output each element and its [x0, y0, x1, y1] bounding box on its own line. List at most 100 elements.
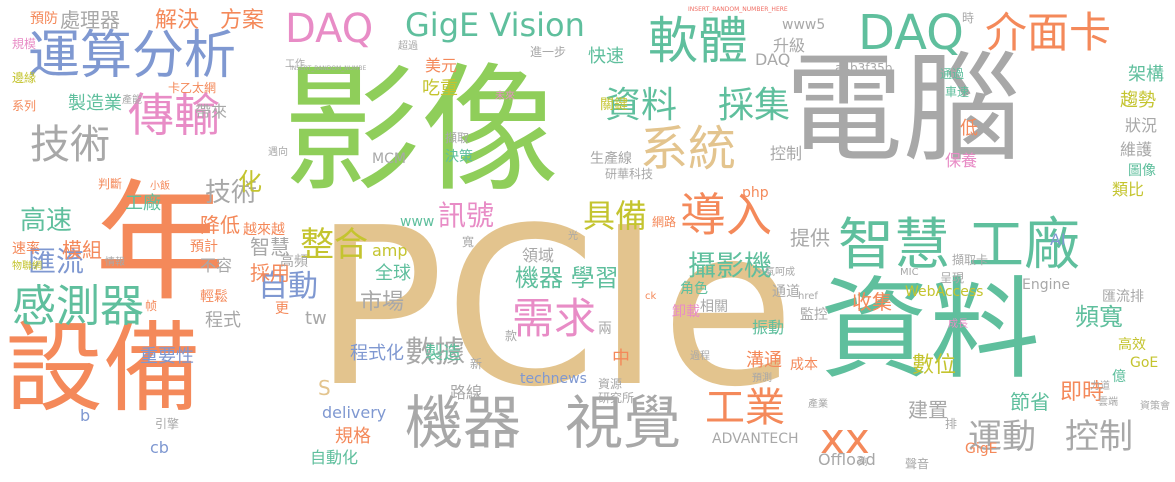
word: GigE	[965, 441, 998, 457]
word: 數位	[912, 353, 957, 378]
word: 引擎	[155, 417, 180, 431]
word: a4b3f35b	[835, 61, 893, 75]
word: 收集	[852, 290, 892, 314]
word: 影像	[283, 50, 560, 211]
word: 成長	[948, 319, 968, 330]
word: 訊號	[438, 199, 495, 232]
word: 網路	[652, 215, 677, 229]
word: 工業	[705, 385, 785, 431]
word: 頻寬	[1075, 303, 1123, 331]
word: 重要性	[140, 346, 194, 367]
word: 智慧	[250, 235, 290, 259]
word: 資料	[820, 266, 1040, 394]
word: href	[798, 291, 818, 302]
word: 保養	[945, 151, 978, 170]
word: 提供	[790, 226, 830, 250]
word: 寬	[462, 235, 475, 249]
word: 自動	[258, 269, 318, 304]
word: 資策會	[1140, 401, 1170, 412]
word: 規模	[12, 37, 37, 51]
word: 時	[962, 11, 975, 25]
word: 監控	[800, 307, 828, 323]
word: 億	[1112, 369, 1126, 385]
word: 介面卡	[985, 8, 1112, 57]
word: 控制	[770, 144, 803, 163]
word: 路線	[450, 383, 483, 402]
word: 預計	[190, 239, 218, 255]
word: 節省	[1010, 390, 1050, 414]
word: 雲端	[1098, 397, 1118, 408]
word: 一氣呵成	[755, 267, 795, 278]
word: 運算分析	[28, 26, 237, 86]
word: 程式化	[350, 343, 404, 364]
word: 判斷	[98, 177, 123, 191]
word: 車速	[945, 85, 970, 99]
word: MCM	[372, 151, 406, 167]
word: 成本	[790, 357, 818, 373]
word: 資料	[605, 85, 678, 126]
word: WebAccess	[905, 284, 984, 300]
word: 整合	[300, 225, 368, 265]
word: 趨勢	[1120, 90, 1156, 111]
word: 圖像	[1128, 163, 1156, 179]
word: 擷取	[445, 131, 470, 145]
word: 預測	[752, 373, 772, 384]
word: tw	[305, 308, 327, 329]
word: technews	[520, 371, 587, 387]
word: 擷取卡	[952, 253, 989, 267]
word: 工作	[285, 59, 305, 70]
word: ADVANTECH	[712, 431, 799, 447]
word: DAQ	[858, 5, 964, 61]
word: xx	[820, 414, 870, 463]
word: 產能	[122, 95, 142, 106]
word: 情報	[105, 257, 125, 268]
word: INSERT_RANDOM_NUMBER_HERE	[688, 6, 788, 13]
word: 模組	[62, 238, 102, 262]
word: 數據	[405, 335, 465, 370]
word: 運動	[968, 417, 1036, 457]
word: 採集	[718, 85, 791, 126]
word: 智慧	[838, 213, 950, 278]
word: 視覺	[565, 389, 682, 457]
word: 不容	[200, 256, 233, 275]
word: 通過	[940, 67, 965, 81]
word: amp	[372, 241, 408, 260]
word: 更	[275, 301, 289, 317]
word: 研究所	[598, 391, 635, 405]
word: DAQ	[285, 6, 374, 52]
word: 排	[945, 417, 958, 431]
word: 角色	[680, 281, 708, 297]
word: b	[80, 406, 91, 425]
word: Engine	[1022, 277, 1070, 293]
word: 關鍵	[600, 97, 628, 113]
word: MIC	[900, 267, 919, 278]
word: 帧	[145, 299, 158, 313]
word: 帶來	[195, 102, 228, 121]
word: GigE Vision	[405, 6, 585, 44]
word: 技術	[205, 178, 258, 208]
word: cb	[150, 438, 169, 457]
word: 生產線	[590, 151, 632, 167]
word: 工廠	[968, 213, 1080, 278]
word: 未來	[495, 91, 515, 102]
word: 高頻	[280, 254, 308, 270]
word: 製造	[425, 343, 461, 364]
word: 技術	[30, 122, 110, 168]
word: 物聯網	[12, 261, 42, 272]
word: 兩	[598, 321, 612, 337]
word: 製造業	[68, 93, 122, 114]
word: 邊緣	[12, 71, 37, 85]
word: 高速	[20, 206, 73, 236]
word: 方案	[220, 8, 265, 33]
word: 全球	[375, 263, 411, 284]
word: 輕鬆	[200, 289, 228, 305]
word: 乙太網	[180, 81, 217, 95]
word: 高效	[1118, 337, 1146, 353]
word: 降低	[200, 213, 240, 237]
word: 規格	[335, 426, 371, 447]
word: 匯流排	[1102, 289, 1144, 305]
word: 款	[505, 329, 518, 343]
word: INSERT_RANDOM_NUMBE	[290, 65, 367, 72]
word: 呈現	[940, 271, 965, 285]
